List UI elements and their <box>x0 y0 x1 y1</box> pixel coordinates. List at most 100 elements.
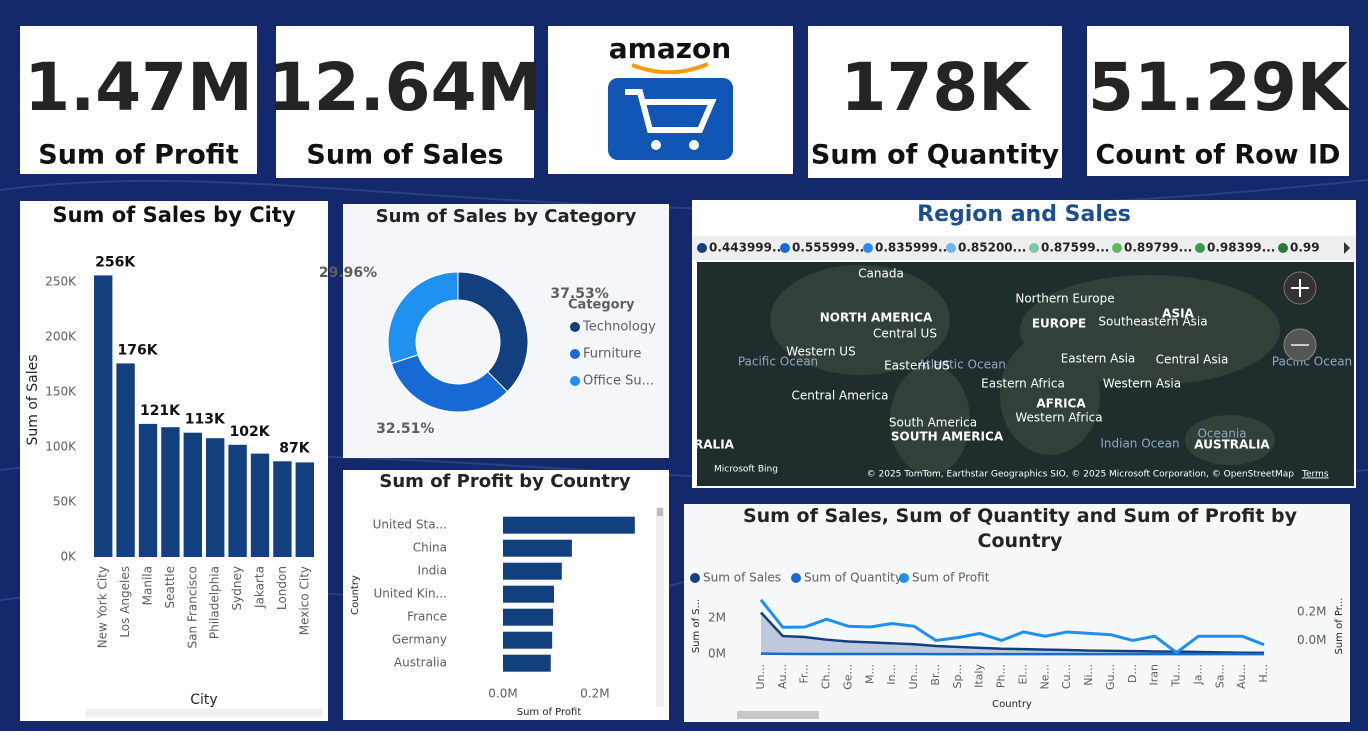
bar <box>250 453 270 557</box>
y-tick-label: 250K <box>45 275 77 289</box>
x-tick-label: Ge... <box>841 664 854 690</box>
map-label: ASIA <box>1162 307 1194 321</box>
data-label: 29.96% <box>319 265 377 281</box>
legend-label: 0.555999... <box>792 241 869 255</box>
x-tick-label: Sydney <box>230 566 244 610</box>
bar <box>273 461 292 557</box>
x-tick-label: Italy <box>973 664 986 688</box>
line <box>760 652 1265 656</box>
card-panel <box>20 26 257 174</box>
legend-marker <box>570 376 580 386</box>
map-label: Oceania <box>1197 427 1246 441</box>
map-title: Region and Sales <box>917 202 1131 227</box>
legend-label: 0.835999... <box>875 241 952 255</box>
data-label: 256K <box>95 254 136 270</box>
chart-title: Sum of Sales by Category <box>376 206 637 227</box>
map-label: Western Africa <box>1015 411 1102 425</box>
x-tick-label: 0.2M <box>580 687 609 701</box>
x-tick-label: London <box>275 566 289 610</box>
map-label: Indian Ocean <box>1100 437 1179 451</box>
map-label: Pacific Ocean <box>1272 355 1352 369</box>
bar <box>116 363 135 557</box>
scrollbar[interactable] <box>737 711 819 719</box>
chart-panel <box>684 504 1350 722</box>
donut-slice <box>387 271 459 365</box>
map-provider: Microsoft Bing <box>714 465 778 475</box>
x-tick-label: Sp... <box>951 664 964 688</box>
map-label: Western Asia <box>1103 377 1181 391</box>
y2-tick-label: 0.2M <box>1297 605 1326 619</box>
x-tick-label: Sa... <box>1213 664 1226 688</box>
bar <box>503 631 553 649</box>
legend-marker <box>570 322 580 332</box>
logo-cart <box>625 89 717 133</box>
x-tick-label: D... <box>1126 664 1139 683</box>
y-tick-label: 0K <box>60 550 77 564</box>
x-tick-label: Cu... <box>1060 664 1073 689</box>
y-axis-label: Sum of S... <box>691 599 702 653</box>
x-tick-label: San Francisco <box>185 566 199 648</box>
x-tick-label: Ph... <box>995 664 1008 688</box>
y-tick-label: Germany <box>392 633 447 647</box>
map-attribution: © 2025 TomTom, Earthstar Geographics SIO… <box>867 470 1295 480</box>
legend-marker <box>780 243 790 253</box>
logo-smile <box>631 62 709 75</box>
legend-label: 0.89799... <box>1124 241 1192 255</box>
x-tick-label: Philadelphia <box>208 566 222 639</box>
map-label: Eastern Africa <box>981 377 1065 391</box>
legend-label: 0.443999... <box>709 241 786 255</box>
scrollbar-thumb[interactable] <box>657 508 663 516</box>
scrollbar[interactable] <box>656 507 664 707</box>
x-tick-label: Un... <box>754 664 767 690</box>
chart-title: Sum of Profit by Country <box>379 471 630 492</box>
legend-marker <box>899 573 909 583</box>
map-label: Eastern Asia <box>1061 352 1136 366</box>
card-label: Sum of Sales <box>306 140 503 171</box>
legend-label: Office Su... <box>583 374 654 389</box>
x-tick-label: Seattle <box>163 566 177 608</box>
x-tick-label: Mexico City <box>297 566 311 635</box>
y2-axis-label: Sum of Pr... <box>1334 597 1345 654</box>
donut-slice <box>457 271 529 393</box>
y-tick-label: 100K <box>45 440 77 454</box>
legend-label: Furniture <box>583 347 641 362</box>
bar <box>503 585 554 603</box>
legend-arrow[interactable] <box>1344 242 1350 254</box>
x-tick-label: Au... <box>1235 664 1248 689</box>
legend-label: Sum of Profit <box>912 571 990 585</box>
scrollbar[interactable] <box>86 709 322 717</box>
map-label: Eastern US <box>884 359 950 373</box>
card-label: Sum of Profit <box>38 140 239 171</box>
legend-marker <box>697 243 707 253</box>
y-axis-label: Country <box>350 575 361 615</box>
bar <box>183 432 202 557</box>
y-tick-label: 200K <box>45 330 77 344</box>
map-label: RALIA <box>694 438 735 452</box>
map-label: EUROPE <box>1032 317 1086 331</box>
legend-marker <box>1278 243 1288 253</box>
bar <box>503 562 562 580</box>
x-tick-label: Br... <box>929 664 942 686</box>
bar <box>503 654 551 672</box>
x-tick-label: 0.0M <box>488 687 517 701</box>
map-label: South America <box>889 416 977 430</box>
legend-label: 0.85200... <box>958 241 1026 255</box>
line-title-box: Sum of Sales, Sum of Quantity and Sum of… <box>743 505 1297 552</box>
card-label: Count of Row ID <box>1096 140 1341 171</box>
card-value: 51.29K <box>1088 49 1351 126</box>
map-label: Southeastern Asia <box>1098 315 1207 329</box>
map-label: Central America <box>791 389 888 403</box>
x-axis-label: Sum of Profit <box>517 707 582 718</box>
y-tick-label: 0M <box>708 647 726 661</box>
map-label: Western US <box>786 345 855 359</box>
map-terms[interactable]: Terms <box>1301 470 1329 480</box>
y-tick-label: 2M <box>708 610 726 624</box>
logo: amazon <box>608 32 733 160</box>
map-label: Pacific Ocean <box>738 355 818 369</box>
line <box>759 598 1265 655</box>
logo-text: amazon <box>609 32 731 65</box>
bar <box>503 516 635 534</box>
legend-label: Technology <box>582 320 656 335</box>
card-value: 178K <box>841 49 1033 126</box>
card-panel <box>1087 26 1349 176</box>
